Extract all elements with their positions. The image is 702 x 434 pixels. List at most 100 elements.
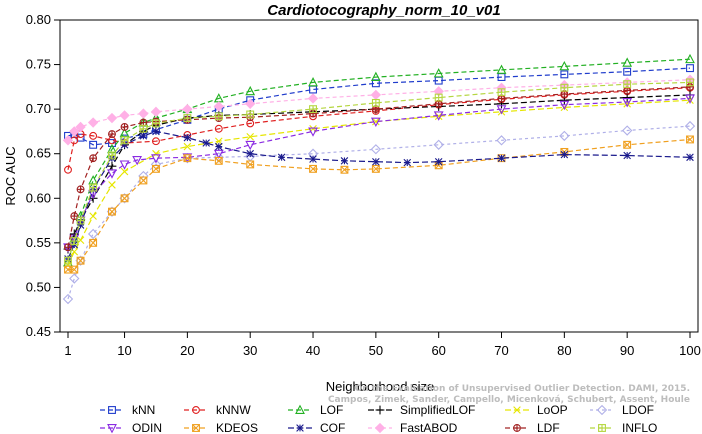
legend-item-knn: kNN — [100, 403, 155, 417]
legend-marker — [598, 424, 606, 432]
point-ldof — [496, 135, 507, 146]
point-ldof — [213, 152, 224, 163]
y-tick-label: 0.55 — [26, 235, 51, 250]
legend-label: kNNW — [216, 403, 251, 417]
point-ldf — [64, 243, 72, 252]
y-tick-label: 0.65 — [26, 146, 51, 161]
point-ldf — [108, 130, 116, 139]
legend-item-ldf: LDF — [505, 421, 560, 434]
x-tick-label: 80 — [557, 343, 571, 358]
y-tick-label: 0.75 — [26, 57, 51, 72]
point-fastabod — [307, 93, 319, 104]
legend-label: COF — [320, 421, 345, 434]
point-ldof — [87, 228, 99, 240]
point-inflo — [152, 119, 160, 128]
point-knn — [371, 79, 380, 88]
point-kdeos — [70, 265, 79, 274]
legend-marker — [192, 406, 200, 414]
legend-label: LoOP — [537, 403, 568, 417]
series-line-inflo — [67, 81, 691, 261]
y-tick-label: 0.50 — [26, 279, 51, 294]
series-line-cof — [67, 130, 691, 260]
legend-marker — [513, 406, 521, 414]
point-inflo — [371, 98, 380, 107]
point-cof — [214, 142, 223, 151]
series-line-knnw — [67, 87, 691, 170]
point-odin — [308, 127, 318, 137]
legend-label: SimplifiedLOF — [400, 403, 475, 417]
legend-marker — [374, 422, 386, 434]
point-inflo — [560, 83, 569, 92]
series-inflo — [64, 78, 694, 265]
plot-area — [59, 19, 699, 333]
legend-marker — [108, 406, 116, 414]
point-fastabod — [213, 101, 224, 112]
point-lof — [370, 71, 381, 82]
point-cof — [623, 151, 631, 160]
point-inflo — [686, 78, 694, 87]
legend-label: LOF — [320, 403, 343, 417]
point-ldof — [62, 293, 74, 305]
x-tick-label: 40 — [306, 343, 320, 358]
legend-label: KDEOS — [216, 421, 258, 434]
point-odin — [559, 100, 570, 111]
legend-item-kdeos: KDEOS — [184, 421, 258, 434]
legend-item-loop: LoOP — [505, 403, 568, 417]
chart-title: Cardiotocography_norm_10_v01 — [267, 2, 500, 19]
legend-item-ldof: LDOF — [590, 403, 654, 417]
x-tick-label: 20 — [180, 343, 194, 358]
legend-marker — [375, 405, 385, 415]
point-simplifiedlof — [107, 161, 117, 171]
point-cof — [139, 132, 148, 140]
legend-label: FastABOD — [400, 421, 458, 434]
point-knnw — [64, 165, 72, 174]
legend-item-lof: LOF — [288, 403, 343, 417]
point-ldf — [89, 154, 98, 163]
point-knn — [686, 64, 694, 73]
point-knn — [623, 67, 632, 76]
point-odin — [245, 140, 256, 151]
point-fastabod — [87, 117, 99, 128]
point-knn — [108, 139, 116, 147]
legend-item-fastabod: FastABOD — [368, 421, 458, 434]
x-tick-label: 90 — [620, 343, 634, 358]
x-tick-label: 60 — [431, 343, 445, 358]
point-cof — [246, 149, 254, 158]
point-inflo — [120, 136, 129, 145]
series-layer — [62, 53, 696, 305]
point-knnw — [89, 131, 98, 140]
point-odin — [685, 94, 695, 104]
x-tick-label: 10 — [117, 343, 131, 358]
series-ldof — [62, 120, 696, 305]
legend-item-cof: COF — [288, 421, 345, 434]
series-line-ldof — [67, 125, 691, 300]
point-lof — [622, 57, 633, 67]
point-cof — [372, 157, 380, 166]
point-kdeos — [246, 160, 255, 169]
point-fastabod — [119, 110, 130, 121]
point-inflo — [623, 80, 632, 89]
legend-marker — [596, 404, 608, 416]
y-tick-label: 0.60 — [26, 190, 51, 205]
point-inflo — [434, 93, 443, 102]
point-knnw — [152, 137, 160, 146]
point-loop — [152, 149, 160, 158]
point-fastabod — [245, 98, 256, 109]
point-ldf — [70, 212, 79, 221]
point-odin — [496, 105, 507, 115]
point-inflo — [497, 88, 506, 97]
legend-item-inflo: INFLO — [590, 421, 657, 434]
point-inflo — [89, 183, 98, 192]
point-kdeos — [152, 164, 160, 173]
point-kdeos — [309, 164, 317, 173]
point-kdeos — [623, 140, 632, 149]
series-line-ldf — [67, 86, 691, 248]
point-kdeos — [214, 156, 223, 165]
point-kdeos — [686, 135, 694, 144]
legend-marker — [107, 424, 117, 434]
point-odin — [433, 111, 444, 121]
point-ldof — [69, 273, 80, 284]
point-loop — [120, 167, 129, 176]
point-cof — [183, 133, 192, 142]
point-kdeos — [120, 194, 129, 203]
